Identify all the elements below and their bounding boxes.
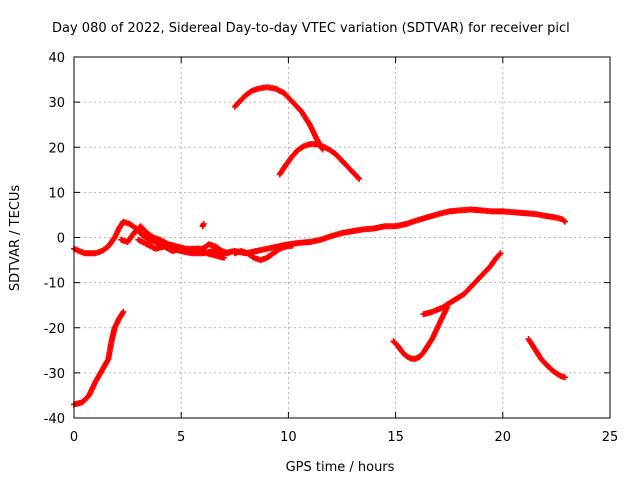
- y-tick-label: 30: [48, 96, 65, 111]
- x-tick-label: 0: [70, 430, 78, 445]
- series-track-8: [276, 141, 363, 182]
- data-point: [356, 175, 363, 182]
- y-axis-title: SDTVAR / TECUs: [8, 185, 23, 292]
- data-point: [496, 251, 503, 258]
- y-tick-label: -10: [44, 277, 65, 292]
- series-track-5: [231, 242, 296, 264]
- x-axis-title: GPS time / hours: [286, 460, 395, 475]
- y-tick-labels: -40 -30 -20 -10 0 10 20 30 40: [44, 51, 65, 427]
- data-point: [355, 174, 362, 181]
- grid: [74, 57, 610, 418]
- data-point: [221, 254, 228, 261]
- y-tick-label: 0: [57, 232, 65, 247]
- series-track-10: [420, 250, 504, 318]
- y-tick-label: -20: [44, 322, 65, 337]
- series-track-6: [199, 220, 207, 230]
- data-point: [200, 220, 207, 227]
- x-tick-label: 15: [387, 430, 404, 445]
- chart-title: Day 080 of 2022, Sidereal Day-to-day VTE…: [52, 21, 570, 36]
- y-tick-label: 40: [48, 51, 65, 66]
- y-tick-label: -30: [44, 367, 65, 382]
- series-track-9: [390, 304, 451, 362]
- y-tick-label: -40: [44, 412, 65, 427]
- y-tick-label: 10: [48, 186, 65, 201]
- y-tick-label: 20: [48, 141, 65, 156]
- x-tick-label: 10: [280, 430, 297, 445]
- data-layer: [71, 84, 568, 408]
- data-point: [289, 242, 296, 249]
- series-track-7: [231, 84, 326, 153]
- data-point: [561, 218, 568, 225]
- x-tick-label: 25: [602, 430, 619, 445]
- data-point: [497, 250, 504, 257]
- series-track-1: [71, 308, 127, 408]
- data-point: [560, 217, 567, 224]
- x-tick-label: 20: [495, 430, 512, 445]
- x-tick-labels: 0 5 10 15 20 25: [70, 430, 618, 445]
- ticks: [73, 56, 611, 419]
- series-track-4: [135, 236, 228, 261]
- series-track-11: [525, 336, 568, 381]
- data-point: [561, 374, 568, 381]
- data-point: [120, 308, 127, 315]
- x-tick-label: 5: [177, 430, 185, 445]
- data-point: [225, 250, 232, 257]
